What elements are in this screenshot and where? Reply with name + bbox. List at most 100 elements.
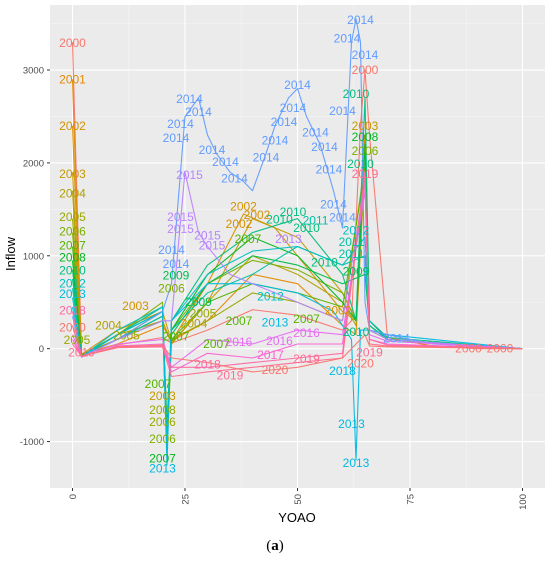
x-tick-label: 50 <box>293 494 304 505</box>
data-label-2016: 2016 <box>266 334 293 348</box>
data-label-2014: 2014 <box>311 140 338 154</box>
caption-letter: a <box>271 538 279 554</box>
data-label-2020: 2020 <box>59 320 86 334</box>
y-tick-label: 1000 <box>23 251 44 262</box>
x-tick-label: 100 <box>518 494 529 510</box>
data-label-2013: 2013 <box>343 456 370 470</box>
data-label-2015: 2015 <box>194 228 221 242</box>
data-label-2007: 2007 <box>145 377 172 391</box>
data-label-2014: 2014 <box>347 13 374 27</box>
data-label-2004: 2004 <box>95 318 122 332</box>
data-label-2019: 2019 <box>356 345 383 359</box>
data-label-2014: 2014 <box>316 162 343 176</box>
data-label-2014: 2014 <box>176 92 203 106</box>
x-tick-label: 75 <box>406 494 417 505</box>
data-label-2013: 2013 <box>59 287 86 301</box>
data-label-2016: 2016 <box>293 326 320 340</box>
data-label-2010: 2010 <box>343 87 370 101</box>
series-line-2014 <box>71 18 523 358</box>
data-label-2007: 2007 <box>203 337 230 351</box>
data-label-2014: 2014 <box>329 104 356 118</box>
data-label-2005: 2005 <box>64 333 91 347</box>
data-label-2005: 2005 <box>59 210 86 224</box>
data-label-2020: 2020 <box>262 363 289 377</box>
data-label-2014: 2014 <box>320 198 347 212</box>
data-label-2003: 2003 <box>59 167 86 181</box>
data-label-2014: 2014 <box>158 243 185 257</box>
data-label-2017: 2017 <box>257 348 284 362</box>
data-label-2012: 2012 <box>59 277 86 291</box>
data-label-2018: 2018 <box>194 357 221 371</box>
data-label-2010: 2010 <box>347 157 374 171</box>
x-tick-label: 25 <box>181 494 192 505</box>
data-label-2003: 2003 <box>352 119 379 133</box>
data-label-2010: 2010 <box>311 255 338 269</box>
data-label-2019: 2019 <box>68 345 95 359</box>
data-label-2007: 2007 <box>226 314 253 328</box>
data-label-2007: 2007 <box>59 239 86 253</box>
data-label-2007: 2007 <box>293 312 320 326</box>
data-label-2014: 2014 <box>334 31 361 45</box>
data-label-2005: 2005 <box>190 306 217 320</box>
data-label-2014: 2014 <box>212 155 239 169</box>
data-label-2019: 2019 <box>293 352 320 366</box>
data-label-2000: 2000 <box>59 36 86 50</box>
data-label-2018: 2018 <box>329 364 356 378</box>
data-label-2008: 2008 <box>352 130 379 144</box>
y-tick-label: -1000 <box>20 437 44 448</box>
data-label-2010: 2010 <box>266 213 293 227</box>
data-label-2004: 2004 <box>59 187 86 201</box>
data-label-2014: 2014 <box>280 101 307 115</box>
data-label-2002: 2002 <box>230 200 257 214</box>
data-label-2014: 2014 <box>271 115 298 129</box>
series-line-2019 <box>72 171 523 378</box>
data-label-2014: 2014 <box>163 131 190 145</box>
data-label-2011: 2011 <box>339 235 365 249</box>
data-label-2002: 2002 <box>59 119 86 133</box>
data-label-2002: 2002 <box>244 208 271 222</box>
data-label-2007: 2007 <box>163 330 190 344</box>
data-label-2013: 2013 <box>275 232 302 246</box>
data-label-2019: 2019 <box>217 369 244 383</box>
data-label-2013: 2013 <box>338 417 365 431</box>
figure-caption: (a) <box>266 538 284 554</box>
data-label-2000: 2000 <box>352 63 379 77</box>
data-label-2011: 2011 <box>303 213 329 227</box>
data-label-2014: 2014 <box>253 150 280 164</box>
data-label-2003: 2003 <box>149 389 176 403</box>
data-label-2010: 2010 <box>59 264 86 278</box>
data-label-2004: 2004 <box>181 317 208 331</box>
y-tick-label: 2000 <box>23 158 44 169</box>
data-label-2015: 2015 <box>176 168 203 182</box>
data-label-2014: 2014 <box>185 105 212 119</box>
data-label-2006: 2006 <box>352 144 379 158</box>
series-line-2020 <box>71 325 523 373</box>
data-label-2012: 2012 <box>343 224 370 238</box>
data-label-2014: 2014 <box>199 143 226 157</box>
data-label-2010: 2010 <box>343 325 370 339</box>
data-label-2006: 2006 <box>149 415 176 429</box>
data-label-2014: 2014 <box>383 331 410 345</box>
data-label-2009: 2009 <box>343 265 370 279</box>
data-label-2014: 2014 <box>221 172 248 186</box>
data-label-2011: 2011 <box>339 247 365 261</box>
data-label-2002: 2002 <box>325 304 352 318</box>
line-chart: 2000200120022003200420052006200720082010… <box>3 5 545 525</box>
data-label-2012: 2012 <box>257 290 284 304</box>
y-tick-label: 0 <box>39 344 44 355</box>
series-line-2013 <box>71 283 523 466</box>
data-label-2010: 2010 <box>293 221 320 235</box>
data-label-2000: 2000 <box>455 342 482 356</box>
data-label-2006: 2006 <box>59 225 86 239</box>
data-label-2002: 2002 <box>226 217 253 231</box>
data-label-2014: 2014 <box>167 117 194 131</box>
data-label-2003: 2003 <box>122 299 149 313</box>
data-label-2014: 2014 <box>163 257 190 271</box>
data-label-2009: 2009 <box>185 295 212 309</box>
data-label-2014: 2014 <box>262 134 289 148</box>
data-label-2013: 2013 <box>262 316 289 330</box>
data-label-2014: 2014 <box>302 125 329 139</box>
data-label-2014: 2014 <box>352 48 379 62</box>
data-label-2013: 2013 <box>149 461 176 475</box>
data-label-2005: 2005 <box>113 329 140 343</box>
